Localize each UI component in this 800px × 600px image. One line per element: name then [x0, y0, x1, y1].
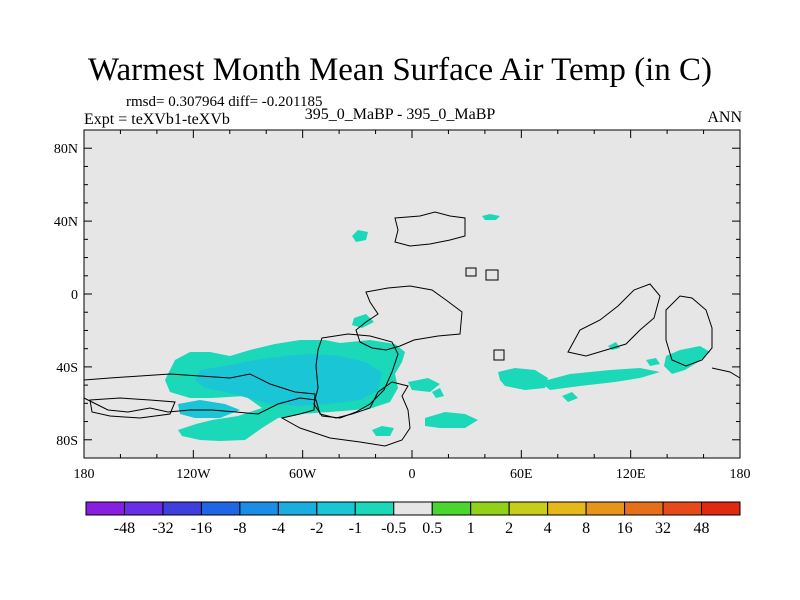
colorbar-label: -0.5 [381, 520, 406, 537]
colorbar-label: 48 [694, 520, 710, 537]
colorbar-label: -1 [349, 520, 362, 537]
colorbar-swatch [277, 501, 318, 516]
colorbar-label: 4 [544, 520, 552, 537]
colorbar-swatch [585, 501, 626, 516]
lon-label: 60E [510, 467, 533, 482]
colorbar-swatch [354, 501, 395, 516]
colorbar-swatch [316, 501, 356, 516]
colorbar-swatch [431, 501, 472, 516]
colorbar-label: -4 [272, 520, 285, 537]
plot-title: Warmest Month Mean Surface Air Temp (in … [87, 52, 713, 88]
lat-label: 80S [56, 434, 78, 449]
case-label: 395_0_MaBP - 395_0_MaBP [304, 106, 496, 123]
colorbar-swatch [200, 501, 241, 516]
lon-label: 60W [289, 467, 317, 482]
lon-label: 180 [74, 467, 95, 482]
lat-label: 80N [54, 142, 78, 157]
colorbar-swatch [239, 501, 279, 516]
lon-label: 120E [616, 467, 646, 482]
lat-label: 0 [71, 288, 78, 303]
continent-outlines [83, 211, 741, 447]
lat-label: 40N [54, 215, 78, 230]
colorbar-swatch [624, 501, 664, 516]
colorbar-label: -8 [233, 520, 246, 537]
stats-text: rmsd= 0.307964 diff= -0.201185 [126, 94, 323, 110]
colorbar-swatch [547, 501, 587, 516]
colorbar-label: -32 [152, 520, 173, 537]
axis-ticks [83, 129, 741, 459]
colorbar-swatch [701, 501, 741, 516]
colorbar-swatch [85, 501, 125, 516]
colorbar-label: 2 [505, 520, 513, 537]
colorbar-label: 32 [655, 520, 671, 537]
anomaly-blue-fill [178, 354, 382, 418]
colorbar-label: 0.5 [422, 520, 442, 537]
experiment-label: Expt = teXVb1-teXVb [84, 111, 230, 128]
colorbar-labels: -48 -32 -16 -8 -4 -2 -1 -0.5 0.5 1 2 4 8 16 32 48 [114, 520, 710, 537]
colorbar-swatch [662, 501, 703, 516]
lon-label: 0 [409, 467, 416, 482]
colorbar-swatch [470, 501, 510, 516]
colorbar-label: -48 [114, 520, 135, 537]
colorbar-label: 16 [617, 520, 633, 537]
longitude-labels: 180 120W 60W 0 60E 120E 180 [74, 467, 751, 482]
colorbar-label: -2 [310, 520, 323, 537]
colorbar-swatch [508, 501, 549, 516]
lon-label: 120W [176, 467, 211, 482]
colorbar [85, 501, 741, 516]
colorbar-swatch [393, 501, 433, 516]
lon-label: 180 [730, 467, 751, 482]
colorbar-swatch [123, 501, 164, 516]
season-label: ANN [707, 109, 742, 126]
colorbar-label: 8 [582, 520, 590, 537]
colorbar-swatch [162, 501, 202, 516]
colorbar-label: -16 [191, 520, 212, 537]
latitude-labels: 80N 40N 0 40S 80S [54, 142, 78, 449]
colorbar-label: 1 [467, 520, 475, 537]
lat-label: 40S [56, 361, 78, 376]
